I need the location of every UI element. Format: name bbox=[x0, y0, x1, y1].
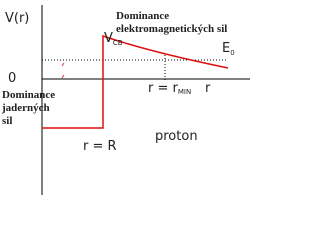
barrier-label: VCB bbox=[104, 31, 123, 47]
nuclear-label: Dominance bbox=[2, 89, 55, 101]
y-label: V(r) bbox=[5, 11, 29, 26]
energy-label: E0 bbox=[222, 41, 235, 57]
r-min-label: r = rMIN bbox=[148, 81, 191, 96]
nuclear-label: jaderných bbox=[1, 102, 50, 114]
em-label: elektromagnetických sil bbox=[116, 23, 227, 35]
r-label: r bbox=[205, 81, 211, 96]
radius-label: r = R bbox=[83, 139, 117, 154]
zero-label: 0 bbox=[8, 71, 16, 86]
particle-label: proton bbox=[155, 129, 198, 144]
tick-marks bbox=[61, 62, 65, 79]
potential-curve bbox=[42, 34, 229, 129]
diagram: V(r) 0 VCB Dominance elektromagnetických… bbox=[1, 5, 250, 195]
nuclear-label: sil bbox=[2, 115, 12, 127]
em-label: Dominance bbox=[116, 10, 169, 22]
